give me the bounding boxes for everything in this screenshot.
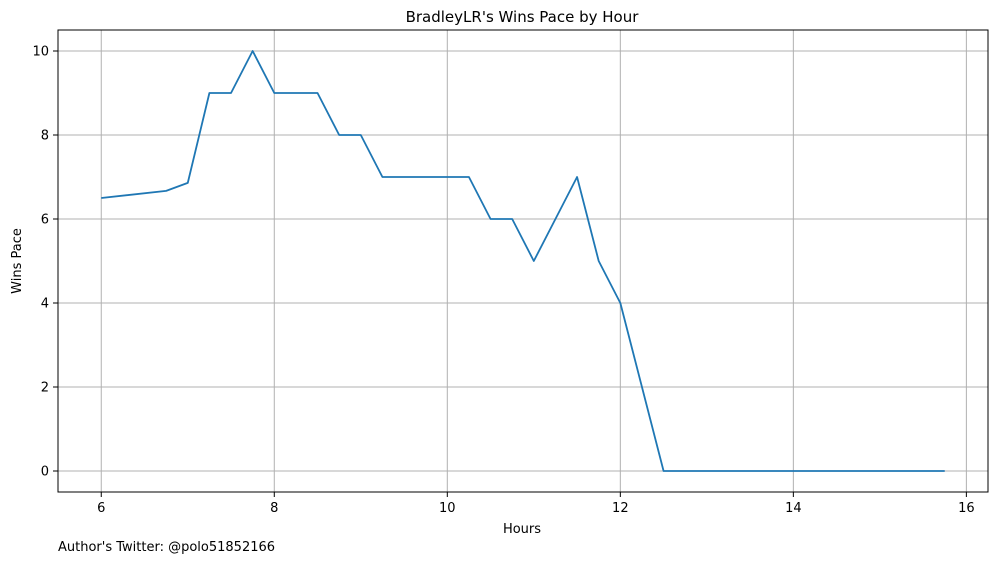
plot-area — [101, 50, 945, 472]
author-footnote: Author's Twitter: @polo51852166 — [58, 540, 275, 555]
grid — [58, 30, 988, 492]
chart-title: BradleyLR's Wins Pace by Hour — [406, 8, 640, 26]
y-tick-label: 2 — [41, 381, 49, 396]
x-tick-label: 6 — [97, 501, 105, 516]
x-tick-label: 8 — [270, 501, 278, 516]
x-tick-label: 16 — [958, 501, 975, 516]
axes-frame — [57, 29, 989, 493]
x-tick-label: 12 — [612, 501, 629, 516]
y-tick-label: 4 — [41, 297, 49, 312]
ticks: 6 8 10 12 14 16 0 2 4 6 8 10 — [32, 45, 974, 517]
y-tick-label: 8 — [41, 129, 49, 144]
y-tick-label: 0 — [41, 465, 49, 480]
series-line — [101, 50, 945, 472]
x-axis-label: Hours — [503, 522, 541, 537]
x-tick-label: 10 — [439, 501, 456, 516]
y-tick-label: 10 — [32, 45, 49, 60]
x-tick-label: 14 — [785, 501, 802, 516]
y-axis-label: Wins Pace — [10, 228, 25, 294]
y-tick-label: 6 — [41, 213, 49, 228]
